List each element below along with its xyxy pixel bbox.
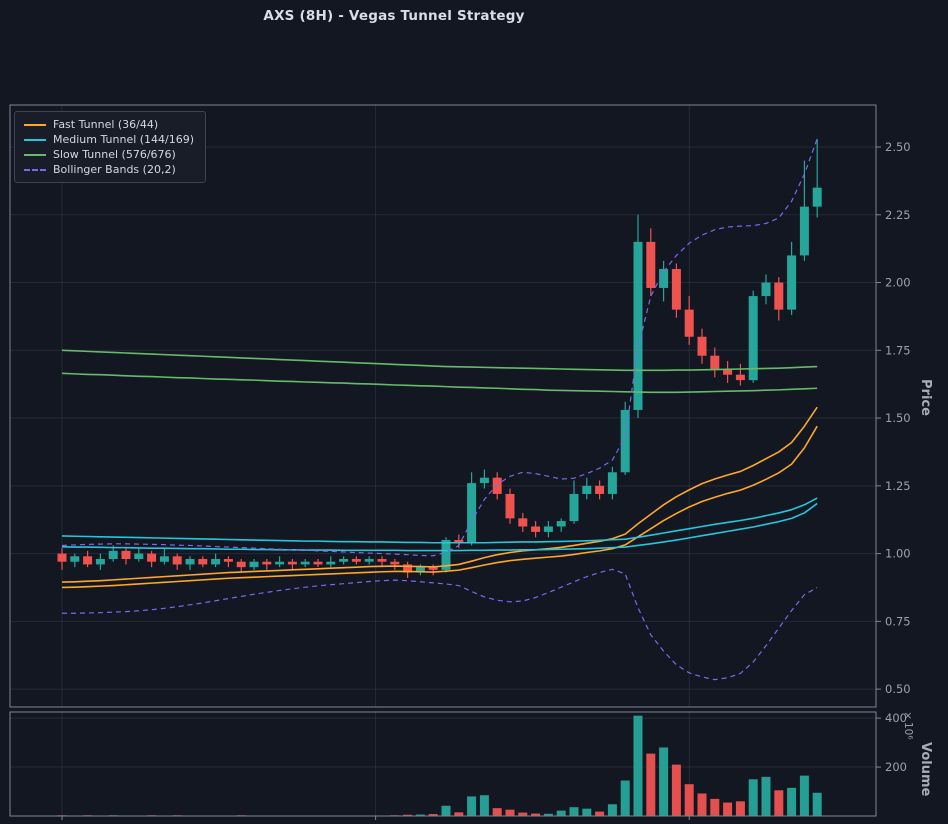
svg-text:2.25: 2.25 xyxy=(885,208,911,222)
bollinger-line-icon xyxy=(24,168,46,171)
volume-axis-label: Volume xyxy=(918,742,933,797)
svg-text:200: 200 xyxy=(885,760,907,774)
price-axis-label: Price xyxy=(918,379,933,416)
medium-tunnel-line-icon xyxy=(24,138,46,141)
svg-text:1.00: 1.00 xyxy=(885,547,911,561)
svg-text:0.50: 0.50 xyxy=(885,682,911,696)
svg-text:400: 400 xyxy=(885,711,907,725)
svg-text:2.00: 2.00 xyxy=(885,276,911,290)
legend-item-fast-tunnel: Fast Tunnel (36/44) xyxy=(24,118,194,131)
slow-tunnel-line-icon xyxy=(24,153,46,156)
legend-label: Medium Tunnel (144/169) xyxy=(53,133,195,146)
svg-text:1.25: 1.25 xyxy=(885,479,911,493)
chart-title: AXS (8H) - Vegas Tunnel Strategy xyxy=(263,8,525,24)
svg-text:1.75: 1.75 xyxy=(885,343,911,357)
legend-label: Fast Tunnel (36/44) xyxy=(53,118,159,131)
legend-item-bollinger-bands: Bollinger Bands (20,2) xyxy=(24,163,194,176)
legend-item-medium-tunnel: Medium Tunnel (144/169) xyxy=(24,133,195,146)
svg-text:1.50: 1.50 xyxy=(885,411,911,425)
fast-tunnel-line-icon xyxy=(24,123,46,126)
legend: Fast Tunnel (36/44) Medium Tunnel (144/1… xyxy=(14,111,207,183)
volume-exponent-label: ×10⁶ xyxy=(902,710,914,740)
svg-text:0.75: 0.75 xyxy=(885,614,911,628)
svg-text:2.50: 2.50 xyxy=(885,140,911,154)
legend-item-slow-tunnel: Slow Tunnel (576/676) xyxy=(24,148,194,161)
legend-label: Slow Tunnel (576/676) xyxy=(53,148,176,161)
legend-label: Bollinger Bands (20,2) xyxy=(53,163,176,176)
